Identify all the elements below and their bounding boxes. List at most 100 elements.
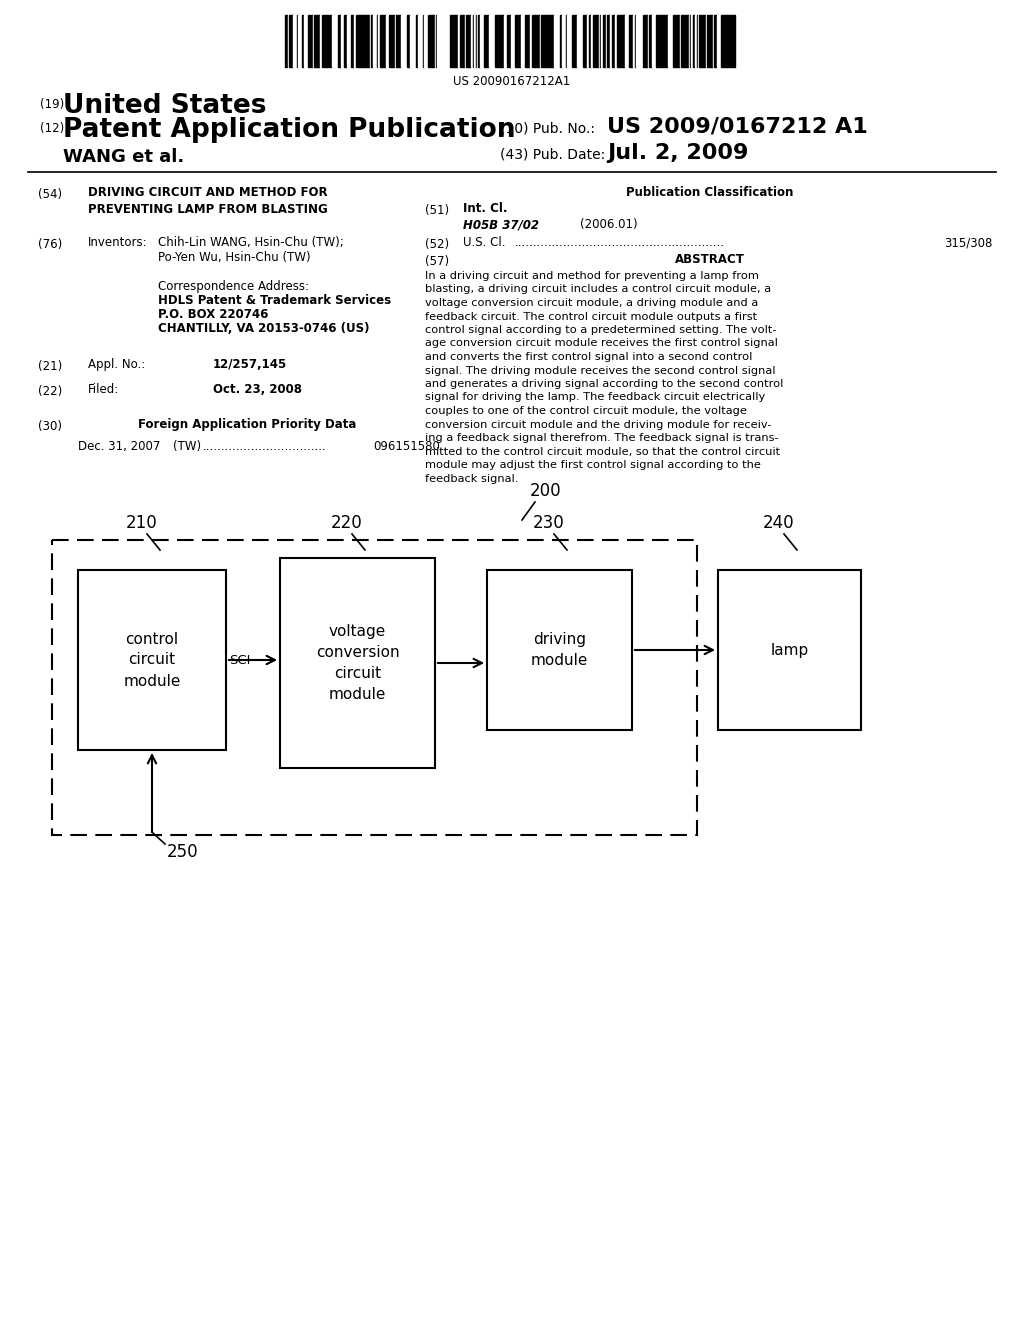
Text: 230: 230 (534, 513, 565, 532)
Text: (2006.01): (2006.01) (580, 218, 638, 231)
Bar (482, 15, 484, 67)
Bar (718, 570, 861, 730)
Bar (652, 15, 656, 67)
Bar (487, 15, 489, 67)
Bar (498, 15, 501, 67)
Bar (649, 15, 652, 67)
Bar (293, 15, 296, 67)
Bar (319, 15, 322, 67)
Text: 200: 200 (530, 482, 561, 500)
Text: (12): (12) (40, 121, 65, 135)
Text: (21): (21) (38, 360, 62, 374)
Text: Oct. 23, 2008: Oct. 23, 2008 (213, 383, 302, 396)
Text: Jul. 2, 2009: Jul. 2, 2009 (607, 143, 749, 162)
Bar (597, 15, 599, 67)
Bar (584, 15, 587, 67)
Text: US 2009/0167212 A1: US 2009/0167212 A1 (607, 117, 867, 137)
Bar (613, 15, 615, 67)
Bar (715, 15, 717, 67)
Text: Foreign Application Priority Data: Foreign Application Priority Data (138, 418, 356, 432)
Text: Patent Application Publication: Patent Application Publication (63, 117, 515, 143)
Text: In a driving circuit and method for preventing a lamp from: In a driving circuit and method for prev… (425, 271, 759, 281)
Text: Po-Yen Wu, Hsin-Chu (TW): Po-Yen Wu, Hsin-Chu (TW) (158, 251, 310, 264)
Text: 210: 210 (126, 513, 158, 532)
Text: 250: 250 (167, 843, 199, 861)
Text: ........................................................: ........................................… (515, 236, 725, 249)
Text: Filed:: Filed: (88, 383, 119, 396)
Bar (547, 15, 549, 67)
Text: control signal according to a predetermined setting. The volt-: control signal according to a predetermi… (425, 325, 776, 335)
Bar (618, 15, 623, 67)
Bar (538, 15, 540, 67)
Bar (707, 15, 710, 67)
Text: signal for driving the lamp. The feedback circuit electrically: signal for driving the lamp. The feedbac… (425, 392, 765, 403)
Bar (78, 570, 226, 750)
Bar (511, 15, 515, 67)
Bar (702, 15, 706, 67)
Bar (522, 15, 525, 67)
Text: 096151580: 096151580 (373, 440, 440, 453)
Text: lamp: lamp (770, 643, 809, 657)
Bar (591, 15, 593, 67)
Bar (314, 15, 316, 67)
Text: blasting, a driving circuit includes a control circuit module, a: blasting, a driving circuit includes a c… (425, 285, 771, 294)
Text: driving
module: driving module (530, 632, 588, 668)
Text: SCI: SCI (229, 653, 251, 667)
Text: voltage
conversion
circuit
module: voltage conversion circuit module (315, 624, 399, 702)
Text: DRIVING CIRCUIT AND METHOD FOR
PREVENTING LAMP FROM BLASTING: DRIVING CIRCUIT AND METHOD FOR PREVENTIN… (88, 186, 328, 216)
Bar (640, 15, 643, 67)
Text: mitted to the control circuit module, so that the control circuit: mitted to the control circuit module, so… (425, 446, 780, 457)
Bar (501, 15, 503, 67)
Bar (443, 15, 445, 67)
Bar (397, 15, 400, 67)
Text: 240: 240 (763, 513, 795, 532)
Text: feedback signal.: feedback signal. (425, 474, 518, 483)
Bar (732, 15, 734, 67)
Bar (563, 15, 566, 67)
Text: (54): (54) (38, 187, 62, 201)
Bar (290, 15, 292, 67)
Bar (575, 15, 577, 67)
Text: (19): (19) (40, 98, 65, 111)
Bar (286, 15, 288, 67)
Bar (678, 15, 680, 67)
Text: ABSTRACT: ABSTRACT (675, 253, 744, 267)
Bar (658, 15, 662, 67)
Text: Dec. 31, 2007: Dec. 31, 2007 (78, 440, 161, 453)
Bar (573, 15, 575, 67)
Bar (646, 15, 648, 67)
Bar (517, 15, 521, 67)
Bar (603, 15, 606, 67)
Text: voltage conversion circuit module, a driving module and a: voltage conversion circuit module, a dri… (425, 298, 758, 308)
Bar (691, 15, 693, 67)
Bar (458, 15, 460, 67)
Text: and generates a driving signal according to the second control: and generates a driving signal according… (425, 379, 783, 389)
Bar (322, 15, 326, 67)
Text: age conversion circuit module receives the first control signal: age conversion circuit module receives t… (425, 338, 778, 348)
Bar (461, 15, 465, 67)
Bar (466, 15, 468, 67)
Bar (407, 15, 409, 67)
Bar (725, 15, 727, 67)
Bar (365, 15, 368, 67)
Text: .................................: ................................. (203, 440, 327, 453)
Bar (280, 558, 435, 768)
Bar (662, 15, 664, 67)
Text: CHANTILLY, VA 20153-0746 (US): CHANTILLY, VA 20153-0746 (US) (158, 322, 370, 335)
Bar (683, 15, 686, 67)
Bar (345, 15, 347, 67)
Text: signal. The driving module receives the second control signal: signal. The driving module receives the … (425, 366, 775, 375)
Bar (577, 15, 579, 67)
Text: WANG et al.: WANG et al. (63, 148, 184, 166)
Bar (629, 15, 633, 67)
Bar (567, 15, 570, 67)
Bar (455, 15, 458, 67)
Text: Inventors:: Inventors: (88, 236, 147, 249)
Bar (373, 15, 377, 67)
Text: couples to one of the control circuit module, the voltage: couples to one of the control circuit mo… (425, 407, 746, 416)
Bar (326, 15, 330, 67)
Bar (304, 15, 306, 67)
Text: Correspondence Address:: Correspondence Address: (158, 280, 309, 293)
Bar (526, 15, 530, 67)
Bar (728, 15, 732, 67)
